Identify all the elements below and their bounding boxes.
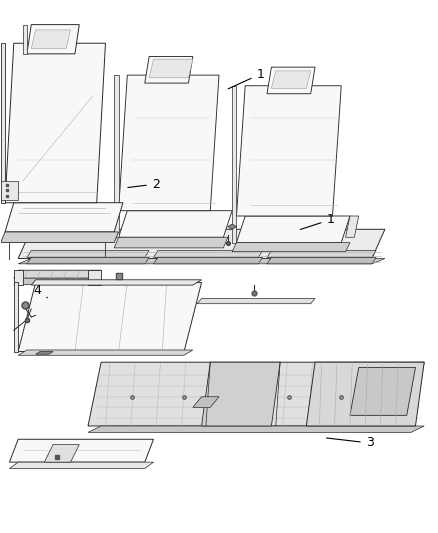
Polygon shape <box>35 352 53 354</box>
Polygon shape <box>18 259 385 264</box>
Polygon shape <box>119 211 232 237</box>
Polygon shape <box>88 426 424 432</box>
Polygon shape <box>114 75 119 237</box>
Polygon shape <box>272 71 311 88</box>
Text: 4: 4 <box>34 284 47 298</box>
Polygon shape <box>18 350 193 356</box>
Text: 3: 3 <box>327 437 374 449</box>
Polygon shape <box>237 216 350 243</box>
Polygon shape <box>197 298 315 304</box>
Polygon shape <box>31 280 201 285</box>
Polygon shape <box>114 237 228 248</box>
Polygon shape <box>5 43 106 203</box>
Polygon shape <box>119 75 219 211</box>
Polygon shape <box>27 25 79 54</box>
Polygon shape <box>232 86 237 243</box>
Polygon shape <box>88 362 424 426</box>
Text: 1: 1 <box>228 68 265 89</box>
Polygon shape <box>149 59 193 78</box>
Polygon shape <box>14 270 101 278</box>
Polygon shape <box>27 251 149 257</box>
Polygon shape <box>153 257 263 264</box>
Polygon shape <box>44 445 79 462</box>
Polygon shape <box>350 368 416 415</box>
Polygon shape <box>306 362 424 426</box>
Polygon shape <box>267 251 376 257</box>
Polygon shape <box>267 67 315 94</box>
Text: 1: 1 <box>300 213 334 230</box>
Polygon shape <box>27 257 149 264</box>
Polygon shape <box>145 56 193 83</box>
Polygon shape <box>237 86 341 216</box>
Polygon shape <box>10 439 153 462</box>
Polygon shape <box>193 397 219 407</box>
Polygon shape <box>18 282 201 352</box>
Polygon shape <box>5 203 123 232</box>
Polygon shape <box>10 462 153 469</box>
Polygon shape <box>153 251 263 257</box>
Polygon shape <box>14 270 22 285</box>
Polygon shape <box>1 181 18 200</box>
Polygon shape <box>232 243 350 252</box>
Polygon shape <box>14 278 101 285</box>
Text: 2: 2 <box>128 177 159 191</box>
Polygon shape <box>1 43 5 203</box>
Polygon shape <box>201 362 280 426</box>
Polygon shape <box>88 270 101 285</box>
Polygon shape <box>1 232 119 243</box>
Polygon shape <box>31 30 71 49</box>
Polygon shape <box>14 282 18 352</box>
Polygon shape <box>22 25 27 54</box>
Polygon shape <box>228 224 237 229</box>
Polygon shape <box>346 216 359 237</box>
Polygon shape <box>267 257 376 264</box>
Polygon shape <box>18 229 385 259</box>
